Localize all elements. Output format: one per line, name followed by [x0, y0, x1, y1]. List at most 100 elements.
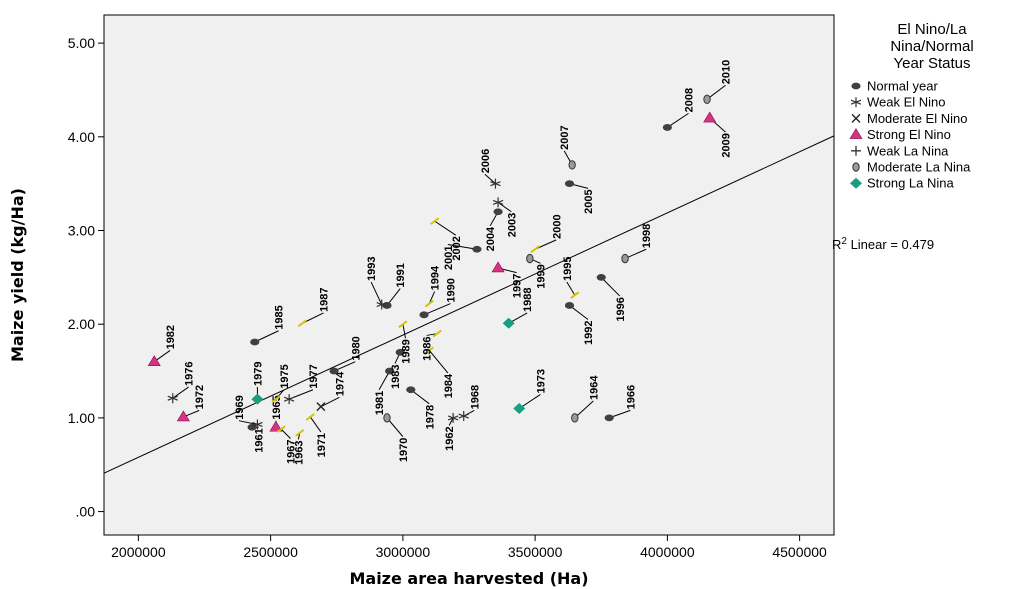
year-label: 1985: [274, 305, 286, 329]
year-label: 1992: [583, 321, 595, 345]
year-label: 2003: [506, 213, 518, 237]
label-leader-line: [423, 303, 451, 316]
legend-item-label: Weak El Nino: [867, 95, 946, 110]
y-tick-label: 5.00: [68, 35, 95, 51]
year-label: 1993: [366, 257, 378, 281]
weak-el-nino-marker: [458, 411, 469, 422]
label-leader-line: [402, 324, 407, 339]
year-label: 1994: [430, 265, 442, 290]
label-leader-line: [448, 417, 454, 426]
year-label: 1974: [334, 371, 346, 396]
x-tick-label: 2000000: [111, 544, 166, 560]
weak-la-nina-marker: [424, 346, 434, 355]
year-label: 2010: [721, 60, 733, 84]
strong-la-nina-marker: [850, 177, 862, 189]
data-point: 1990: [419, 278, 457, 319]
moderate-el-nino-marker: [851, 113, 861, 123]
moderate-la-nina-marker: [568, 160, 576, 170]
label-leader-line: [280, 428, 291, 439]
data-point: 2009: [703, 111, 733, 158]
year-label: 1972: [194, 385, 206, 409]
r2-prefix: R: [832, 237, 841, 252]
data-point: 1974: [316, 371, 346, 412]
label-leader-line: [447, 244, 478, 250]
data-point: 1993: [366, 257, 387, 310]
moderate-la-nina-marker: [852, 162, 860, 172]
weak-la-nina-marker: [424, 299, 434, 308]
year-label: 1977: [308, 364, 320, 388]
year-label: 1973: [535, 369, 547, 393]
normal-year-marker: [564, 302, 575, 309]
year-label: 2002: [451, 236, 463, 260]
year-label: 1967: [285, 439, 297, 463]
year-label: 1969: [234, 395, 246, 419]
year-label: 1971: [316, 433, 328, 457]
year-label: 1964: [588, 375, 600, 400]
year-label: 1999: [535, 264, 547, 288]
data-point: 1978: [406, 386, 436, 429]
data-point: 1988: [502, 287, 534, 329]
data-point: 1991: [382, 263, 407, 309]
label-leader-line: [309, 416, 322, 433]
strong-la-nina-marker: [513, 403, 526, 415]
moderate-el-nino-marker: [316, 402, 326, 412]
weak-la-nina-marker: [432, 329, 442, 338]
legend-item: Moderate El Nino: [851, 111, 967, 126]
year-label: 1989: [401, 339, 413, 363]
year-label: 2009: [721, 133, 733, 157]
weak-el-nino-marker: [283, 394, 295, 405]
legend-item-label: Strong La Nina: [867, 176, 954, 191]
legend-item: Strong La Nina: [850, 176, 954, 191]
normal-year-marker: [564, 180, 575, 188]
data-point: 1995: [562, 257, 580, 299]
weak-la-nina-marker: [271, 395, 281, 403]
data-point: 1982: [147, 325, 177, 366]
label-leader-line: [434, 220, 457, 236]
year-label: 1978: [424, 405, 436, 429]
year-label: 2007: [559, 125, 571, 149]
weak-el-nino-marker: [492, 197, 504, 208]
data-point: 1985: [250, 305, 286, 346]
year-label: 1963: [293, 440, 305, 464]
moderate-la-nina-marker: [621, 253, 629, 264]
year-label: 1990: [445, 278, 457, 302]
y-axis-title: Maize yield (kg/Ha): [8, 188, 27, 362]
data-point: 1994: [424, 265, 442, 308]
label-leader-line: [566, 281, 576, 296]
year-label: 1996: [615, 297, 627, 321]
x-tick-label: 4000000: [640, 544, 695, 560]
legend-item-label: Moderate La Nina: [867, 160, 971, 175]
label-leader-line: [574, 400, 594, 419]
normal-year-marker: [851, 82, 861, 90]
weak-la-nina-marker: [570, 291, 580, 299]
linear-fit-line: [103, 135, 835, 474]
label-leader-line: [497, 201, 512, 213]
normal-year-marker: [472, 245, 482, 253]
year-label: 1976: [184, 361, 196, 385]
label-leader-line: [667, 112, 689, 128]
data-point: 2006: [480, 149, 501, 189]
strong-el-nino-marker: [849, 128, 863, 139]
legend-title: El Nino/La: [897, 21, 967, 38]
legend-title: Nina/Normal: [890, 38, 973, 55]
y-tick-label: 4.00: [68, 129, 95, 145]
data-point: 2008: [662, 88, 696, 131]
x-tick-label: 3000000: [376, 544, 431, 560]
data-point: 1975: [271, 364, 291, 403]
label-leader-line: [172, 386, 189, 399]
data-point: 2005: [564, 180, 595, 214]
weak-la-nina-marker: [295, 429, 305, 437]
normal-year-marker: [419, 311, 429, 319]
data-point: 1979: [251, 361, 264, 405]
label-leader-line: [624, 248, 647, 260]
data-point: 2003: [492, 197, 518, 237]
normal-year-marker: [596, 273, 606, 281]
normal-year-marker: [406, 386, 416, 394]
legend-item: Moderate La Nina: [852, 160, 971, 175]
x-axis: 2000000 2500000 3000000 3500000 4000000 45000…: [111, 535, 827, 560]
weak-el-nino-marker: [167, 393, 178, 404]
weak-la-nina-marker: [430, 217, 440, 225]
legend-title: Year Status: [894, 55, 971, 72]
normal-year-marker: [604, 414, 614, 422]
data-point: 2010: [703, 60, 733, 105]
